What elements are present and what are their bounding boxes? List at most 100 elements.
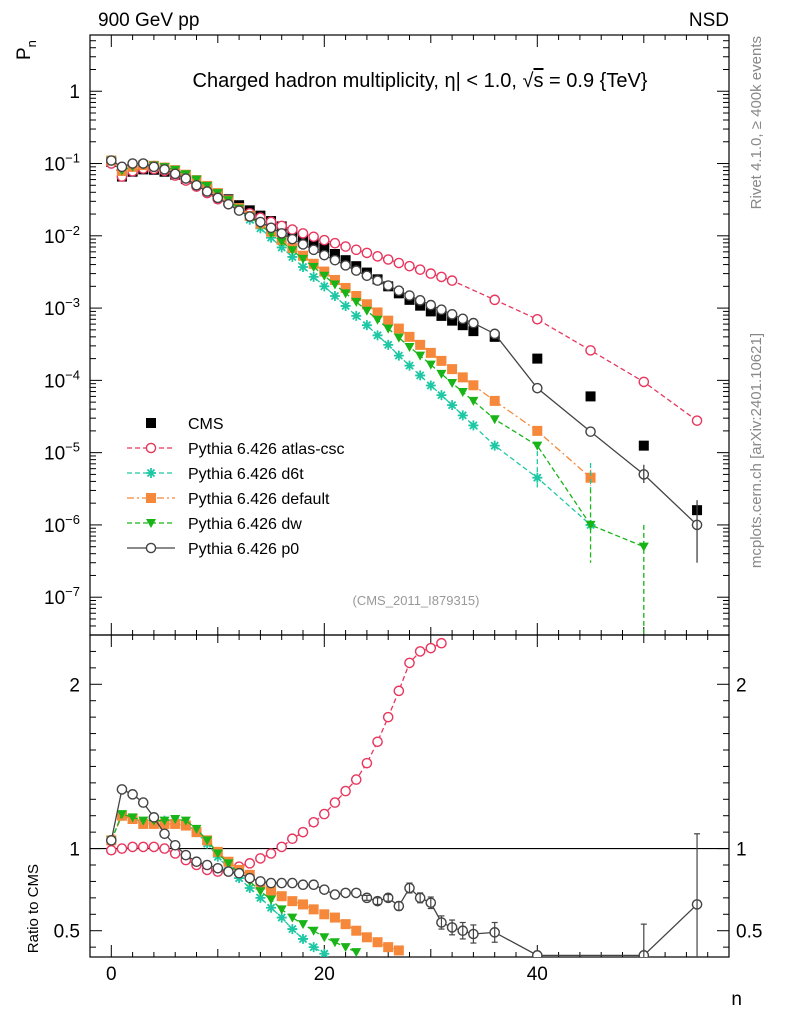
point-pythia-6-426-default: [383, 315, 394, 326]
point-pythia-6-426-d6t: [361, 320, 372, 331]
point-pythia-6-426-d6t: [287, 251, 298, 262]
point-pythia-6-426-p0: [244, 211, 256, 222]
ratio-point-pythia-6-426-default: [383, 942, 394, 953]
legend-marker-pythia-6-426-d6t: [146, 468, 156, 478]
point-pythia-6-426-d6t: [436, 390, 447, 401]
ratio-line-pythia-6-426-p0: [110, 788, 698, 957]
ratio-point-pythia-6-426-atlas-csc: [414, 646, 426, 657]
ratio-point-pythia-6-426-atlas-csc: [393, 685, 405, 697]
ratio-point-pythia-6-426-default: [372, 937, 383, 948]
ratio-point-pythia-6-426-p0: [265, 877, 277, 889]
ratio-point-pythia-6-426-dw: [308, 926, 319, 936]
title-s: s: [534, 70, 544, 92]
main-y-tick-label-base: 10: [44, 299, 65, 320]
ratio-point-pythia-6-426-dw: [340, 943, 351, 953]
ratio-point-pythia-6-426-p0: [244, 872, 256, 884]
ratio-point-pythia-6-426-atlas-csc: [297, 826, 309, 838]
ratio-point-pythia-6-426-atlas-csc: [244, 858, 256, 869]
point-pythia-6-426-default: [415, 339, 426, 350]
point-pythia-6-426-p0: [212, 192, 224, 204]
main-y-tick-label: 1: [69, 82, 80, 103]
ratio-point-pythia-6-426-atlas-csc: [255, 853, 266, 864]
main-y-tick-label-exp: −4: [65, 367, 80, 382]
ratio-point-pythia-6-426-p0: [116, 784, 128, 795]
point-pythia-6-426-p0: [489, 328, 501, 340]
ratio-point-pythia-6-426-atlas-csc: [127, 841, 138, 853]
point-pythia-6-426-p0: [137, 158, 149, 169]
point-pythia-6-426-p0: [382, 280, 394, 291]
ratio-point-pythia-6-426-atlas-csc: [436, 637, 447, 649]
main-y-tick-label: 10−4: [44, 367, 80, 392]
point-pythia-6-426-default: [468, 380, 479, 391]
ratio-y-label: Ratio to CMS: [25, 864, 42, 953]
ratio-point-pythia-6-426-atlas-csc: [318, 808, 330, 820]
ratio-point-pythia-6-426-default: [319, 909, 330, 920]
point-pythia-6-426-p0: [191, 179, 202, 191]
point-pythia-6-426-default: [532, 425, 543, 436]
point-pythia-6-426-atlas-csc: [350, 244, 362, 256]
point-pythia-6-426-d6t: [298, 262, 308, 273]
ratio-point-pythia-6-426-p0: [276, 877, 288, 889]
point-pythia-6-426-p0: [127, 158, 138, 169]
point-pythia-6-426-dw: [415, 351, 426, 361]
ratio-point-pythia-6-426-atlas-csc: [116, 843, 128, 854]
point-pythia-6-426-p0: [393, 285, 405, 296]
ratio-point-pythia-6-426-atlas-csc: [340, 785, 351, 797]
point-pythia-6-426-atlas-csc: [425, 268, 437, 279]
legend-marker-pythia-6-426-dw: [146, 519, 156, 528]
point-pythia-6-426-dw: [638, 542, 649, 552]
ratio-y-tick-label: 1: [69, 840, 80, 861]
ratio-point-pythia-6-426-dw: [298, 920, 308, 930]
main-y-tick-label-exp: −7: [65, 584, 80, 599]
ratio-point-pythia-6-426-default: [340, 919, 351, 930]
ratio-point-pythia-6-426-p0: [137, 797, 149, 808]
ratio-point-pythia-6-426-p0: [350, 887, 362, 899]
point-pythia-6-426-dw: [329, 280, 340, 290]
point-pythia-6-426-dw: [436, 369, 447, 379]
ratio-point-pythia-6-426-atlas-csc: [308, 816, 319, 828]
point-pythia-6-426-d6t: [404, 360, 415, 371]
point-pythia-6-426-p0: [532, 382, 543, 394]
point-pythia-6-426-p0: [446, 309, 458, 320]
point-cms: [425, 306, 436, 317]
ratio-point-pythia-6-426-dw: [287, 913, 298, 923]
point-pythia-6-426-p0: [329, 254, 341, 266]
ratio-point-pythia-6-426-p0: [318, 884, 330, 895]
ratio-point-pythia-6-426-p0: [532, 950, 543, 957]
main-y-tick-label-base: 10: [44, 155, 65, 176]
ratio-y-tick-label-right: 0.5: [736, 922, 762, 943]
point-pythia-6-426-dw: [361, 306, 372, 316]
point-pythia-6-426-p0: [340, 260, 351, 271]
point-pythia-6-426-atlas-csc: [532, 313, 543, 325]
ratio-point-pythia-6-426-p0: [297, 879, 309, 891]
point-pythia-6-426-p0: [468, 317, 479, 329]
point-pythia-6-426-p0: [318, 249, 330, 261]
ratio-point-pythia-6-426-dw: [138, 816, 149, 826]
ratio-point-pythia-6-426-atlas-csc: [382, 711, 394, 723]
point-pythia-6-426-dw: [425, 360, 436, 370]
point-cms: [447, 315, 458, 326]
ratio-point-pythia-6-426-p0: [180, 849, 192, 861]
point-cms: [468, 326, 479, 337]
main-y-tick-label-exp: −1: [65, 151, 80, 166]
ratio-point-pythia-6-426-p0: [329, 889, 341, 900]
point-pythia-6-426-dw: [447, 378, 458, 388]
point-pythia-6-426-d6t: [351, 310, 362, 321]
main-y-tick-label: 10−5: [44, 440, 80, 465]
main-y-tick-label-base: 10: [44, 588, 65, 609]
ratio-y-tick-label: 2: [69, 675, 80, 696]
point-pythia-6-426-default: [329, 274, 340, 285]
point-pythia-6-426-atlas-csc: [329, 237, 341, 249]
point-pythia-6-426-default: [351, 290, 362, 301]
point-pythia-6-426-atlas-csc: [489, 294, 501, 306]
title-main: Charged hadron multiplicity,: [193, 70, 445, 92]
ratio-point-pythia-6-426-dw: [159, 816, 170, 826]
point-cms: [638, 440, 649, 451]
ratio-point-pythia-6-426-p0: [212, 862, 224, 874]
ratio-point-pythia-6-426-default: [266, 886, 277, 897]
point-pythia-6-426-p0: [436, 304, 447, 315]
x-tick-label: 0: [106, 964, 117, 985]
ratio-point-pythia-6-426-p0: [169, 839, 181, 851]
watermark: (CMS_2011_I879315): [353, 593, 480, 608]
point-pythia-6-426-p0: [287, 233, 298, 245]
